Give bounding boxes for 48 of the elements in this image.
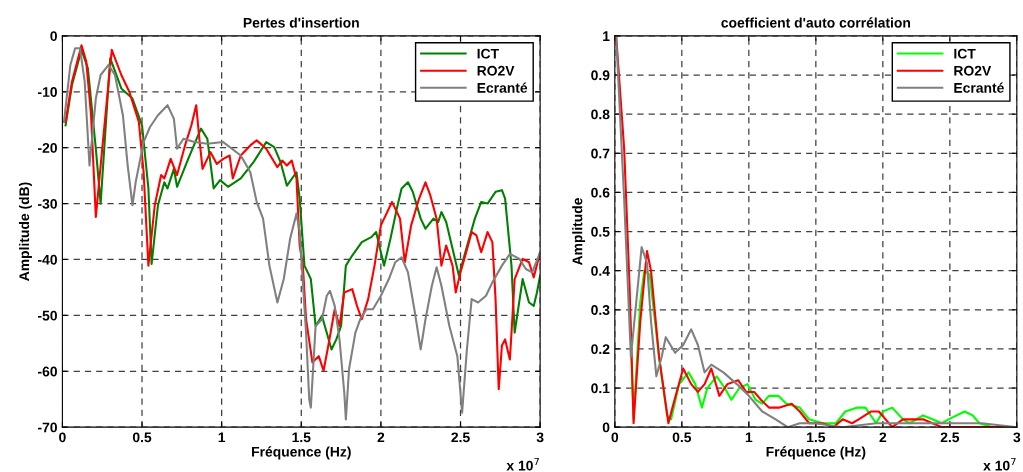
- x-tick-label: 0: [611, 432, 619, 443]
- text: x 10$^{7}$: [506, 457, 539, 471]
- y-axis-title: Amplitude (dB): [18, 182, 32, 281]
- chart-title: Pertes d'insertion: [243, 17, 359, 28]
- y-tick-label: -30: [38, 198, 57, 209]
- y-tick-label: 0.9: [591, 70, 610, 81]
- y-tick-label: 0.1: [591, 383, 610, 394]
- chart-title: coefficient d'auto corrélation: [721, 17, 911, 28]
- x-axis-title: Fréquence (Hz): [252, 446, 351, 460]
- y-tick-label: 0.5: [591, 226, 610, 237]
- legend-label: RO2V: [954, 65, 992, 76]
- y-tick-label: 0.8: [591, 109, 610, 120]
- y-tick-label: 0: [50, 31, 57, 42]
- y-tick-label: -70: [38, 422, 57, 433]
- x-tick-label: 1: [218, 432, 226, 443]
- x-tick-label: 0: [59, 432, 66, 443]
- x-tick-label: 2: [377, 432, 385, 443]
- legend-label: ICT: [954, 48, 976, 59]
- y-tick-label: -60: [38, 366, 57, 377]
- y-tick-label: -40: [38, 254, 57, 265]
- legend-label: RO2V: [477, 65, 515, 76]
- y-tick-label: 0.2: [591, 344, 610, 355]
- text: x 10$^{7}$: [983, 457, 1016, 471]
- y-tick-label: 0: [602, 422, 610, 433]
- x-tick-label: 1.5: [807, 432, 826, 443]
- x-tick-label: 2.5: [940, 432, 960, 443]
- y-tick-label: -50: [38, 310, 57, 321]
- x-tick-label: 0.5: [132, 432, 152, 443]
- y-tick-label: 0.3: [591, 305, 610, 315]
- y-tick-label: 0.4: [591, 265, 610, 276]
- line-series: [615, 35, 1017, 428]
- x-tick-label: 2: [879, 432, 887, 443]
- y-tick-label: -20: [38, 143, 57, 153]
- y-tick-label: 0.6: [591, 187, 610, 198]
- y-tick-label: -10: [38, 87, 57, 97]
- x-tick-label: 1.5: [292, 432, 311, 443]
- x-axis-title: Fréquence (Hz): [766, 446, 866, 460]
- x-tick-label: 2.5: [451, 432, 470, 443]
- legend-label: Ecranté: [954, 82, 1004, 93]
- x-tick-label: 0.5: [672, 432, 692, 443]
- x-tick-label: 3: [536, 432, 544, 443]
- y-axis-title: Amplitude: [572, 198, 586, 266]
- y-tick-label: 0.7: [591, 148, 610, 159]
- x-tick-label: 3: [1013, 432, 1021, 443]
- x-tick-label: 1: [745, 432, 753, 443]
- legend-label: Ecranté: [477, 82, 528, 93]
- legend-label: ICT: [477, 48, 499, 59]
- y-tick-label: 1: [603, 31, 610, 41]
